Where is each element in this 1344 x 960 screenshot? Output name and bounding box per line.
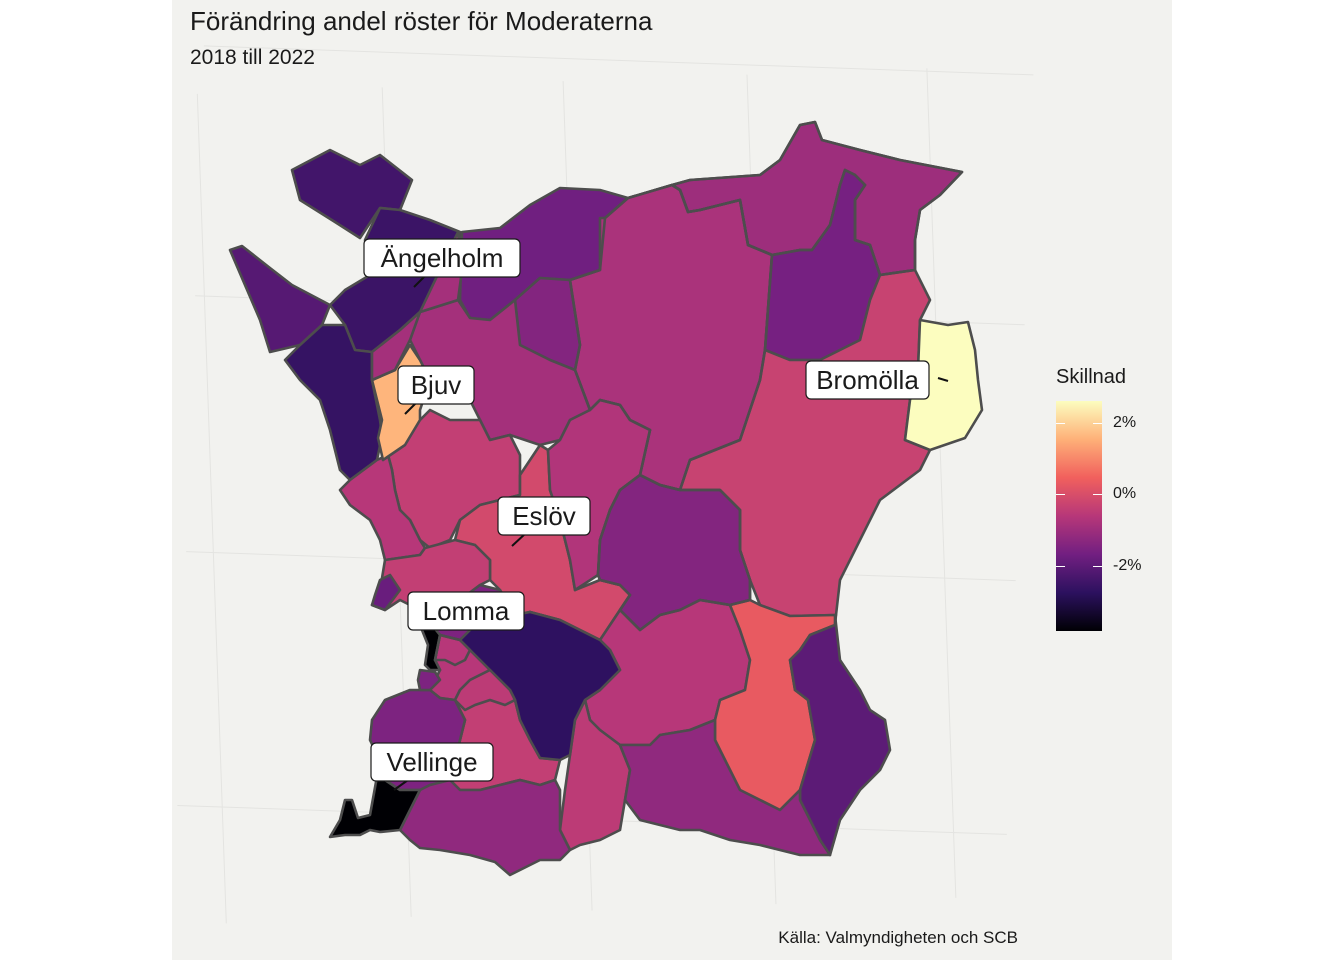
municipality-label-box [497,496,591,536]
municipality [398,778,572,877]
municipality-map: Ängelholm Bjuv Bromölla Eslöv Lomma Vellinge [177,45,1034,924]
municipality [370,573,402,612]
legend-tick-label: 0% [1113,485,1137,502]
municipality [568,183,774,492]
label-leader-line [937,377,949,382]
chart-title: Förändring andel röster för Moderaterna [190,6,653,36]
legend-tick-mark [1093,566,1102,567]
legend-title: Skillnad [1056,366,1127,388]
legend-tick-label: -2% [1113,557,1142,574]
municipality [338,453,427,562]
municipality-label: Ängelholm [381,243,504,273]
municipality-labels: Ängelholm Bjuv Bromölla Eslöv Lomma Vellinge [363,238,949,791]
municipality-label: Lomma [423,596,510,626]
caption: Källa: Valmyndigheten och SCB [778,928,1018,947]
chart-subtitle: 2018 till 2022 [190,46,315,69]
legend-colorbar [1056,401,1102,631]
municipality-label: Bjuv [411,370,462,400]
municipality [228,244,332,354]
municipality [416,668,442,692]
municipality [596,473,752,632]
municipality [370,230,464,382]
municipality-label-box [805,360,930,400]
municipality-label: Vellinge [386,747,477,777]
municipality [788,613,892,857]
municipality-label-box [370,742,494,782]
label-leader-line [393,779,409,791]
legend-tick-mark [1056,566,1065,567]
municipality [433,633,472,667]
municipality [558,698,632,852]
municipality [453,668,517,712]
municipality-label: Eslöv [512,501,576,531]
municipality-label-box [363,238,521,278]
municipality-regions [228,120,984,877]
municipality [618,718,832,857]
municipality [328,758,422,839]
municipality-label-box [397,365,475,405]
legend-tick-mark [1093,423,1102,424]
municipality-label-box [407,591,525,631]
legend-tick-mark [1056,494,1065,495]
legend-tick-label: 2% [1113,414,1137,431]
legend-tick-mark [1093,494,1102,495]
municipality-label: Bromölla [816,365,919,395]
legend-tick-mark [1056,423,1065,424]
